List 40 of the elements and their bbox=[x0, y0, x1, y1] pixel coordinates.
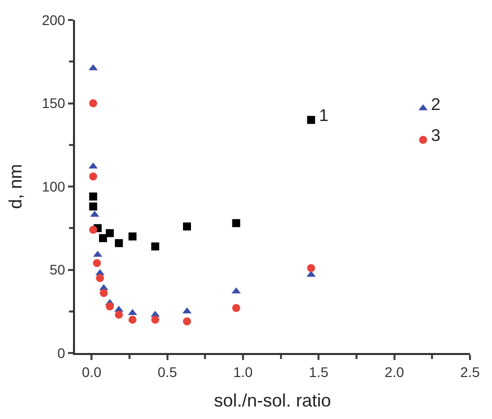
point bbox=[151, 242, 160, 250]
point bbox=[182, 317, 191, 326]
x-tick-label: 1.0 bbox=[233, 364, 253, 380]
point bbox=[106, 302, 114, 310]
x-tick-label: 1.5 bbox=[308, 364, 329, 380]
y-tick-label: 100 bbox=[42, 178, 66, 194]
point bbox=[151, 316, 160, 324]
y-tick-label: 200 bbox=[42, 12, 66, 28]
y-tick-label: 50 bbox=[50, 262, 66, 278]
point bbox=[419, 136, 428, 144]
x-tick-label: 2.0 bbox=[384, 364, 404, 380]
x-tick-label: 2.5 bbox=[460, 364, 480, 380]
point bbox=[307, 116, 316, 124]
point bbox=[100, 289, 108, 298]
y-axis-title: d, nm bbox=[6, 164, 26, 210]
point bbox=[96, 274, 104, 282]
point bbox=[89, 172, 98, 181]
point bbox=[89, 226, 98, 234]
point bbox=[182, 222, 191, 230]
point bbox=[106, 229, 114, 238]
series-label: 3 bbox=[431, 126, 440, 145]
series-label: 2 bbox=[431, 95, 440, 114]
x-axis-title: sol./n-sol. ratio bbox=[214, 390, 332, 410]
y-tick-label: 150 bbox=[42, 95, 66, 112]
point bbox=[114, 239, 123, 248]
point bbox=[89, 192, 98, 200]
point bbox=[99, 234, 107, 242]
point bbox=[89, 99, 98, 108]
x-tick-label: 0.0 bbox=[82, 364, 102, 380]
point bbox=[307, 264, 316, 272]
point bbox=[128, 316, 137, 324]
point bbox=[89, 202, 98, 210]
series-label: 1 bbox=[319, 106, 328, 125]
point bbox=[92, 259, 101, 268]
y-tick-label: 0 bbox=[57, 344, 66, 361]
point bbox=[114, 310, 123, 319]
point bbox=[128, 232, 137, 240]
x-tick-label: 0.5 bbox=[158, 364, 178, 380]
point bbox=[232, 219, 240, 228]
point bbox=[232, 304, 240, 312]
